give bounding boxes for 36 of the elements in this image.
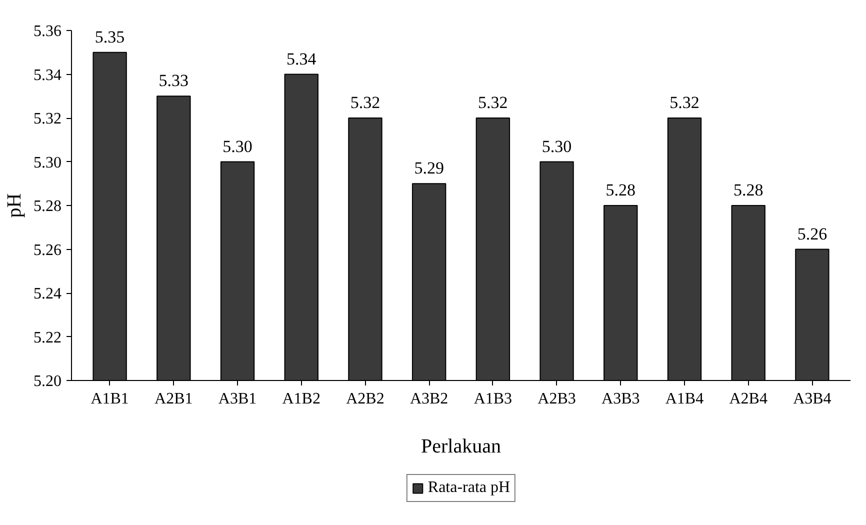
x-tick-label: A2B1 — [154, 390, 193, 408]
x-tick-label: A3B4 — [793, 390, 832, 408]
legend-label: Rata-rata pH — [428, 478, 510, 496]
data-label: 5.28 — [733, 180, 764, 200]
y-tick-label: 5.30 — [34, 154, 62, 172]
y-tick-label: 5.34 — [34, 66, 62, 84]
y-tick-label: 5.32 — [34, 110, 62, 128]
x-tick-label: A3B2 — [410, 390, 448, 408]
x-tick-label: A2B4 — [729, 390, 768, 408]
data-label: 5.33 — [158, 71, 189, 90]
data-label: 5.34 — [286, 49, 317, 68]
data-label: 5.26 — [797, 224, 828, 244]
x-tick-label: A1B1 — [90, 390, 129, 408]
data-label: 5.32 — [670, 93, 700, 112]
data-label: 5.30 — [542, 136, 572, 156]
data-label: 5.29 — [414, 158, 444, 178]
x-tick-label: A2B2 — [346, 390, 384, 408]
data-label: 5.30 — [222, 136, 252, 156]
x-tick-label: A3B1 — [218, 390, 257, 408]
data-label: 5.28 — [606, 180, 636, 200]
y-tick-label: 5.36 — [34, 23, 62, 40]
y-tick-label: 5.28 — [34, 198, 62, 215]
y-tick-label: 5.20 — [34, 373, 62, 390]
x-tick-label: A2B3 — [538, 390, 576, 408]
y-tick-label: 5.26 — [34, 242, 62, 259]
x-axis-title: Perlakuan — [421, 436, 501, 458]
x-tick-label: A1B2 — [282, 390, 320, 408]
y-tick-label: 5.24 — [34, 286, 62, 302]
x-tick-label: A3B3 — [602, 390, 640, 408]
y-tick-label: 5.22 — [34, 329, 62, 346]
x-tick-label: A1B4 — [665, 390, 704, 408]
y-axis-title: pH — [4, 193, 26, 218]
x-tick-label: A1B3 — [474, 390, 512, 408]
data-label: 5.32 — [350, 93, 380, 112]
data-label: 5.35 — [94, 27, 125, 46]
data-label: 5.32 — [478, 93, 508, 112]
